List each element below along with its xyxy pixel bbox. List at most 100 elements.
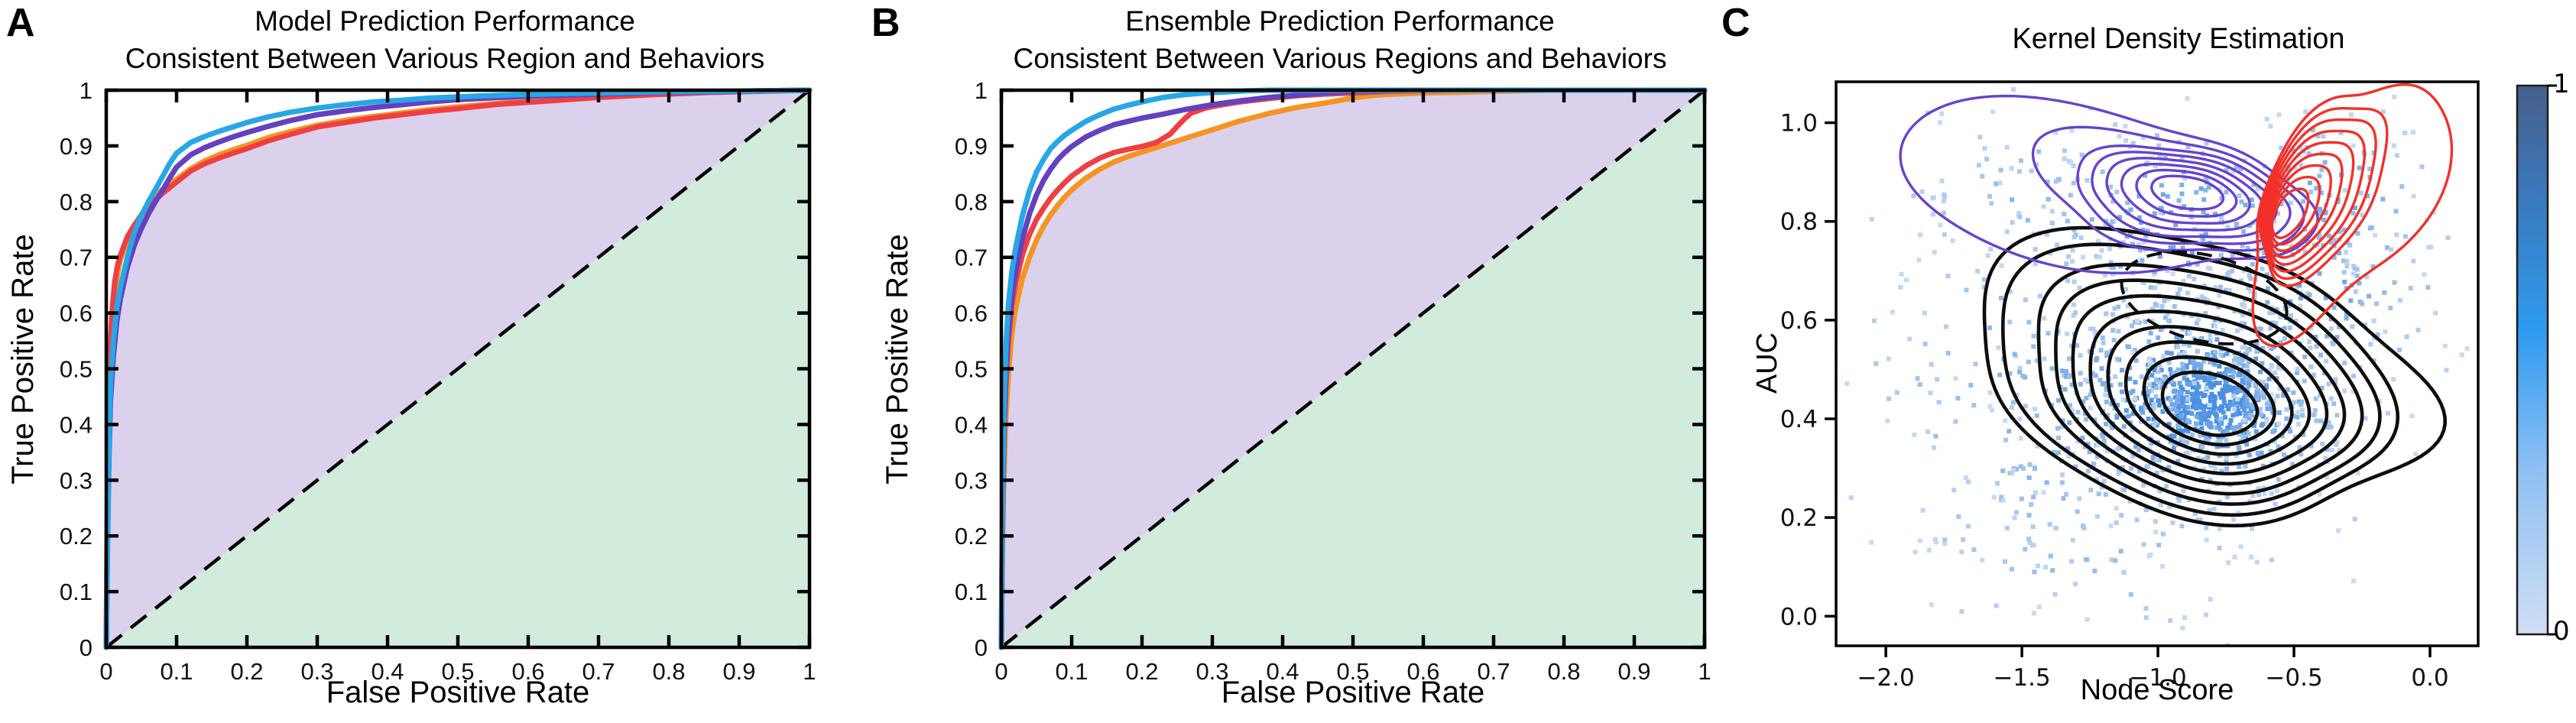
scatter-square [2351,373,2356,378]
scatter-square [1956,514,1961,520]
scatter-square [1977,135,1983,140]
scatter-square [2061,496,2066,501]
scatter-square [2178,336,2183,341]
scatter-square [2226,407,2231,412]
y-tick-label: 0.6 [60,300,92,327]
scatter-square [2299,402,2304,407]
scatter-square [2172,382,2177,387]
scatter-square [2264,272,2269,277]
scatter-square [2222,400,2227,406]
scatter-square [2241,395,2247,400]
scatter-square [2160,468,2166,473]
scatter-square [2102,439,2107,444]
scatter-square [2205,420,2209,426]
scatter-square [2296,422,2302,427]
scatter-square [1907,336,1912,342]
scatter-square [1953,376,1958,381]
scatter-square [2003,418,2008,423]
scatter-square [2143,319,2148,324]
scatter-square [2056,397,2062,403]
scatter-square [2099,366,2104,371]
contour-ring [2076,144,2292,245]
scatter-square [2237,464,2242,469]
scatter-square [2239,278,2244,284]
scatter-square [2103,222,2108,228]
scatter-square [2088,392,2093,397]
scatter-square [2141,542,2146,547]
scatter-square [2319,385,2325,391]
chance-diagonal-line [105,89,811,649]
scatter-square [2272,219,2277,224]
kde-panel-graphics: −2.0 −1.5 −1.0 −0.5 0.0 0.0 0.2 0.4 0.6 0.8 1.0 [1780,80,2557,692]
scatter-square [1994,181,1999,186]
scatter-square [2055,426,2060,431]
scatter-square [2153,377,2159,382]
scatter-square [2207,434,2212,439]
scatter-square [2165,311,2170,316]
scatter-square [2279,202,2284,206]
panel-c-title: Kernel Density Estimation [2012,23,2345,55]
scatter-square [2062,373,2066,378]
scatter-square [1931,195,1936,200]
scatter-square [2153,519,2158,524]
scatter-square [2031,333,2036,339]
scatter-square [2256,394,2261,399]
scatter-square [2185,450,2191,456]
scatter-square [2179,183,2185,187]
scatter-square [2071,313,2076,318]
scatter-square [2195,349,2200,354]
kde-dashed-ring [2120,250,2289,345]
scatter-square [2268,326,2273,331]
scatter-square [2118,382,2123,387]
scatter-square [2123,138,2129,143]
scatter-square [2065,331,2070,336]
scatter-square [2208,597,2213,602]
scatter-square [2232,309,2237,314]
scatter-square [2444,368,2449,373]
scatter-square [2167,504,2172,510]
scatter-square [2382,290,2387,295]
scatter-square [2190,384,2195,390]
scatter-square [2216,406,2221,411]
scatter-square [2152,368,2157,373]
scatter-square [2104,399,2109,404]
scatter-square [2217,293,2222,298]
scatter-square [2276,421,2282,426]
scatter-square [2344,258,2350,264]
scatter-square [2157,488,2162,494]
scatter-square [2183,420,2188,426]
scatter-square [2351,389,2356,394]
scatter-square [2123,397,2129,403]
scatter-square [2238,326,2243,331]
scatter-square [2260,361,2265,366]
scatter-square [2208,332,2213,338]
scatter-square [2069,382,2075,387]
scatter-square [2086,379,2091,384]
scatter-square [2227,399,2233,404]
scatter-square [2238,544,2243,550]
scatter-square [2275,488,2279,494]
scatter-square [2093,329,2098,335]
scatter-square [2217,381,2222,386]
scatter-square [2065,219,2070,224]
scatter-square [2212,396,2218,400]
scatter-square [2319,167,2325,173]
scatter-square [1971,403,1977,408]
scatter-square [2164,484,2169,489]
scatter-square [2367,293,2371,299]
scatter-square [2070,537,2075,543]
scatter-square [2197,399,2202,404]
scatter-square [2193,421,2198,426]
scatter-square [2164,350,2169,355]
scatter-square [2190,433,2195,437]
contour-ring [2088,310,2329,476]
scatter-square [2148,285,2153,290]
scatter-square [1980,557,1985,563]
scatter-square [2192,511,2198,516]
scatter-square [2244,442,2250,447]
x-tick-label: 0 [994,658,1007,685]
scatter-square [2288,299,2292,304]
scatter-square [2168,397,2173,403]
scatter-square [1980,173,1985,179]
